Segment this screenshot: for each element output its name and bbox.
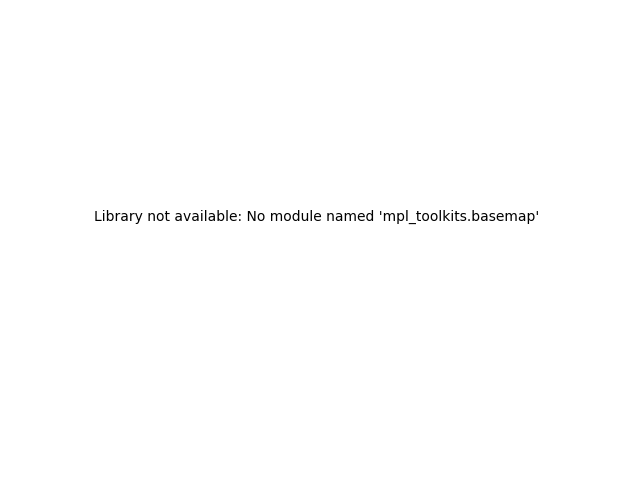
Text: Library not available: No module named 'mpl_toolkits.basemap': Library not available: No module named '… [94, 210, 540, 224]
